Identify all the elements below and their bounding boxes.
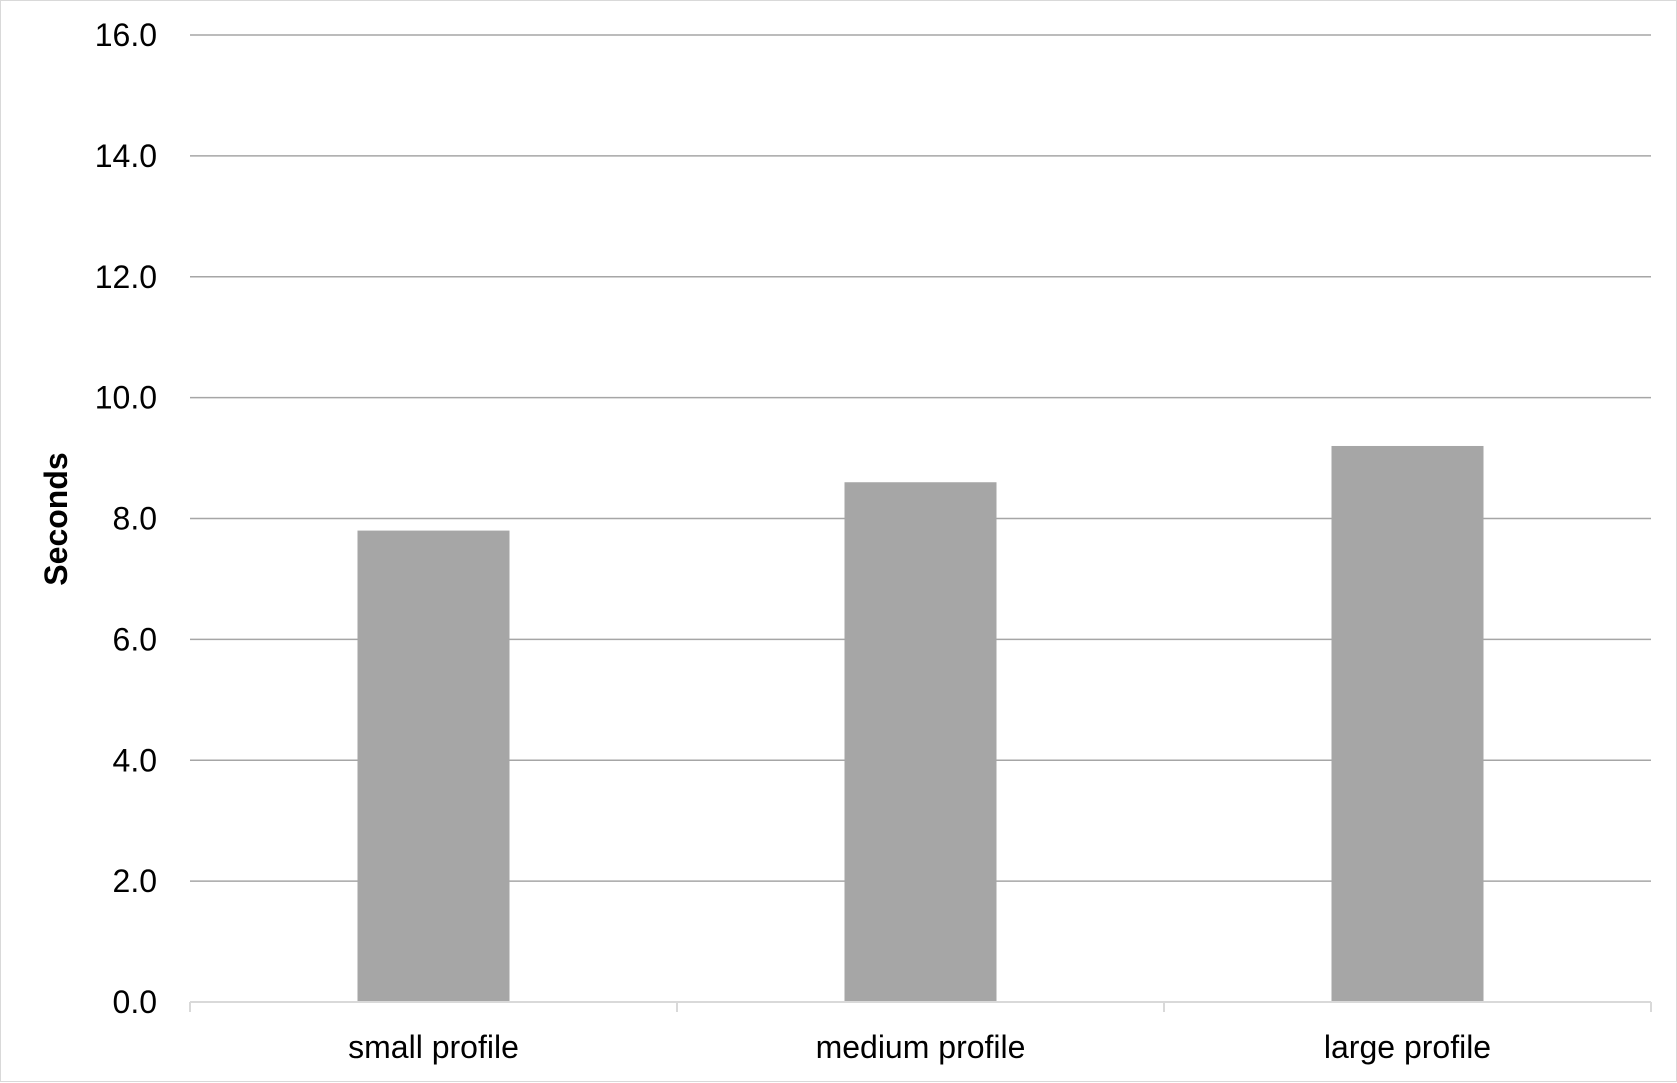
y-tick-label: 0.0 (113, 984, 157, 1020)
y-tick-labels: 0.0 2.0 4.0 6.0 8.0 10.0 12.0 14.0 16.0 (95, 17, 157, 1020)
y-tick-label: 8.0 (113, 501, 157, 537)
bar-large-profile (1331, 445, 1484, 1003)
y-tick-label: 16.0 (95, 17, 157, 53)
x-tick-label: small profile (348, 1029, 519, 1065)
x-tick-label: large profile (1324, 1029, 1491, 1065)
y-tick-label: 6.0 (113, 621, 157, 657)
x-tick-label: medium profile (816, 1029, 1026, 1065)
bar-small-profile (357, 530, 510, 1002)
x-axis (189, 1001, 1652, 1012)
bars (357, 445, 1484, 1003)
y-tick-label: 14.0 (95, 138, 157, 174)
y-tick-label: 2.0 (113, 863, 157, 899)
y-axis-title: Seconds (38, 452, 74, 585)
y-tick-label: 4.0 (113, 742, 157, 778)
y-tick-label: 12.0 (95, 259, 157, 295)
bar-medium-profile (844, 482, 997, 1002)
y-tick-label: 10.0 (95, 380, 157, 416)
x-tick-labels: small profile medium profile large profile (348, 1029, 1491, 1065)
